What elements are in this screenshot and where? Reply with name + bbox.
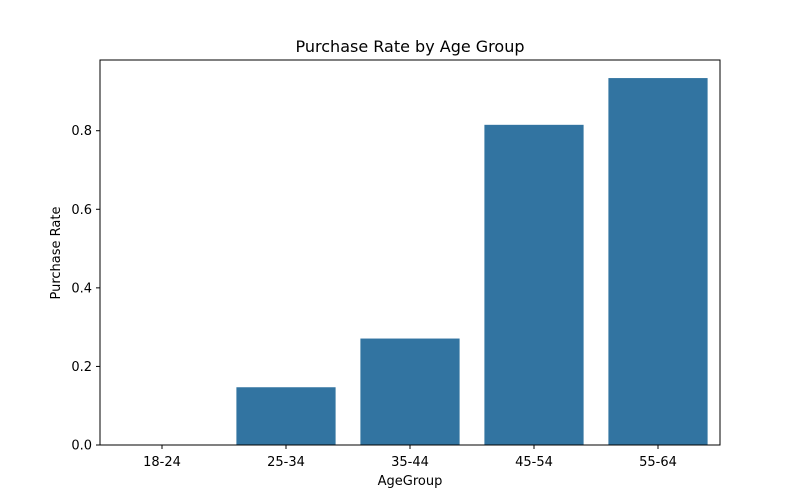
x-axis-ticks: 18-24 25-34 35-44 45-54 55-64 [143, 445, 677, 470]
x-tick-label: 35-44 [391, 455, 429, 470]
y-tick-label: 0.8 [71, 124, 92, 139]
plot-frame [99, 59, 721, 446]
bars-group [236, 78, 708, 445]
y-tick-label: 0.2 [71, 360, 92, 375]
y-tick-label: 0.6 [71, 203, 92, 218]
y-tick-label: 0.4 [71, 281, 92, 296]
x-tick-label: 18-24 [143, 455, 181, 470]
bar-35-44 [360, 338, 460, 445]
x-tick-label: 25-34 [267, 455, 305, 470]
y-axis-label: Purchase Rate [49, 207, 64, 300]
bar-55-64 [608, 78, 708, 445]
chart-title: Purchase Rate by Age Group [296, 37, 525, 56]
bar-45-54 [484, 124, 584, 445]
y-axis-ticks: 0.0 0.2 0.4 0.6 0.8 [71, 124, 100, 454]
x-tick-label: 45-54 [515, 455, 553, 470]
x-tick-label: 55-64 [639, 455, 677, 470]
x-axis-label: AgeGroup [378, 474, 443, 489]
bar-25-34 [236, 387, 336, 445]
y-tick-label: 0.0 [71, 439, 92, 454]
